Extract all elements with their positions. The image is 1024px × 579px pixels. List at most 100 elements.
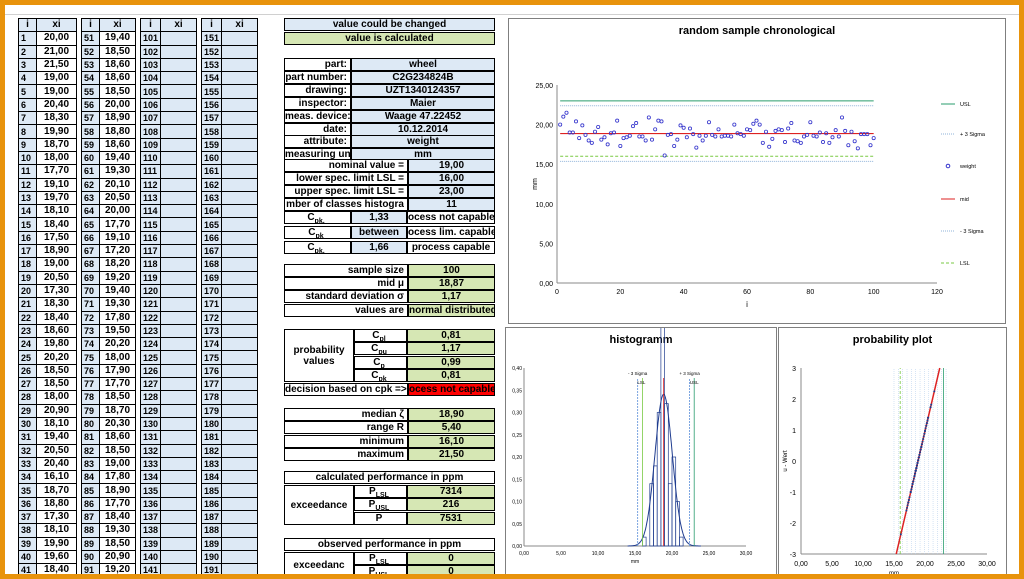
date-field-value[interactable]: 10.12.2014	[351, 122, 495, 136]
sample-value[interactable]: 19,10	[36, 177, 77, 192]
cpk-threshold-3-value[interactable]: 1,66	[351, 241, 407, 254]
sample-value[interactable]: 19,80	[36, 337, 77, 352]
sample-value[interactable]: 18,10	[36, 523, 77, 538]
sample-value[interactable]: 18,60	[99, 57, 136, 73]
sample-value[interactable]: 19,30	[99, 297, 136, 312]
sample-value[interactable]: 19,00	[99, 456, 136, 472]
sample-value[interactable]: 18,30	[36, 297, 77, 312]
upper-spec-limit-value[interactable]: 23,00	[408, 184, 495, 198]
sample-value[interactable]: 17,70	[36, 164, 77, 179]
sample-value[interactable]: 20,40	[36, 97, 77, 113]
sample-value[interactable]: 20,50	[36, 270, 77, 285]
sample-value[interactable]: 17,70	[99, 217, 136, 232]
sample-value[interactable]: 18,90	[99, 483, 136, 498]
sample-value[interactable]: 19,40	[99, 31, 136, 46]
sample-value[interactable]: 20,90	[99, 549, 136, 565]
sample-value[interactable]: 20,10	[99, 177, 136, 192]
inspector-field-value[interactable]: Maier	[351, 96, 495, 110]
sample-value[interactable]: 20,00	[99, 97, 136, 113]
sample-value[interactable]: 16,10	[36, 470, 77, 485]
sample-value[interactable]: 20,90	[36, 403, 77, 418]
sample-value[interactable]: 18,40	[99, 509, 136, 525]
sample-value[interactable]: 17,70	[99, 496, 136, 511]
sample-value[interactable]: 20,00	[36, 31, 77, 46]
sample-value[interactable]: 17,70	[99, 377, 136, 392]
sample-value[interactable]: 18,90	[36, 244, 77, 259]
sample-value[interactable]: 18,60	[99, 137, 136, 152]
sample-value[interactable]: 18,70	[36, 137, 77, 152]
column-gap	[196, 404, 202, 418]
sample-value[interactable]: 18,50	[36, 377, 77, 392]
sample-value[interactable]: 20,20	[36, 350, 77, 365]
sample-value[interactable]: 17,30	[36, 509, 77, 525]
sample-value[interactable]: 18,60	[36, 323, 77, 339]
sample-value[interactable]: 19,00	[36, 71, 77, 86]
part-number-field-value[interactable]: C2G234824B	[351, 70, 495, 84]
sample-value[interactable]: 18,50	[99, 44, 136, 59]
sample-value[interactable]: 18,50	[99, 390, 136, 405]
sample-value[interactable]: 18,50	[99, 84, 136, 99]
sample-value[interactable]: 20,20	[99, 337, 136, 352]
sample-value[interactable]: 18,80	[99, 124, 136, 139]
sample-value[interactable]: 19,40	[99, 150, 136, 166]
number-of-classes-value[interactable]: 11	[408, 197, 495, 211]
sample-value[interactable]: 18,60	[99, 71, 136, 86]
sample-value[interactable]: 19,90	[36, 124, 77, 139]
attribute-field-value[interactable]: weight	[351, 135, 495, 149]
sample-value[interactable]: 18,10	[36, 416, 77, 432]
sample-value[interactable]: 19,90	[36, 536, 77, 551]
sample-value[interactable]: 18,60	[99, 430, 136, 445]
sample-value[interactable]: 18,00	[36, 390, 77, 405]
sample-value[interactable]: 18,40	[36, 310, 77, 325]
sample-value[interactable]: 21,00	[36, 44, 77, 59]
sample-value[interactable]: 18,70	[36, 483, 77, 498]
cpk-threshold-2-value[interactable]: between	[351, 226, 407, 239]
sample-value[interactable]: 18,50	[36, 363, 77, 379]
sample-value[interactable]: 19,30	[99, 164, 136, 179]
sample-value[interactable]: 20,40	[36, 456, 77, 472]
drawing-field-value[interactable]: UZT1340124357	[351, 83, 495, 97]
sample-value[interactable]: 18,50	[99, 443, 136, 458]
sample-value[interactable]: 18,40	[36, 563, 77, 574]
lower-spec-limit-value[interactable]: 16,00	[408, 171, 495, 185]
sample-value[interactable]: 19,00	[36, 257, 77, 272]
sample-value[interactable]: 19,20	[99, 563, 136, 574]
sample-value[interactable]: 18,00	[99, 350, 136, 365]
sample-value[interactable]: 19,20	[99, 270, 136, 285]
sample-value[interactable]: 19,50	[99, 323, 136, 339]
sample-value[interactable]: 18,70	[99, 403, 136, 418]
sample-value[interactable]: 20,50	[99, 190, 136, 206]
sample-value[interactable]: 18,10	[36, 204, 77, 219]
sample-value[interactable]: 18,40	[36, 217, 77, 232]
sample-value[interactable]: 19,40	[99, 283, 136, 299]
sample-value[interactable]: 18,90	[99, 111, 136, 126]
sample-value[interactable]: 20,00	[99, 204, 136, 219]
sample-value[interactable]: 19,40	[36, 430, 77, 445]
sample-value[interactable]: 17,80	[99, 470, 136, 485]
sample-value[interactable]: 18,30	[36, 111, 77, 126]
sample-value[interactable]: 17,50	[36, 230, 77, 246]
sample-value[interactable]: 19,30	[99, 523, 136, 538]
cpk-threshold-1-value[interactable]: 1,33	[351, 211, 407, 224]
sample-value[interactable]: 20,30	[99, 416, 136, 432]
sample-value[interactable]: 19,60	[36, 549, 77, 565]
maximum-value: 21,50	[408, 447, 495, 461]
part-field-value[interactable]: wheel	[351, 58, 495, 71]
sample-value[interactable]: 18,50	[99, 536, 136, 551]
data-point	[906, 504, 909, 507]
sample-value[interactable]: 18,20	[99, 257, 136, 272]
sample-value[interactable]: 18,80	[36, 496, 77, 511]
observed-p-usl-value: 0	[407, 565, 495, 574]
device-field-value[interactable]: Waage 47.22452	[351, 109, 495, 123]
nominal-value-value[interactable]: 19,00	[408, 159, 495, 172]
sample-value[interactable]: 17,20	[99, 244, 136, 259]
sample-value[interactable]: 17,90	[99, 363, 136, 379]
sample-value[interactable]: 17,80	[99, 310, 136, 325]
sample-value[interactable]: 19,70	[36, 190, 77, 206]
sample-value[interactable]: 19,10	[99, 230, 136, 246]
sample-value[interactable]: 19,00	[36, 84, 77, 99]
sample-value[interactable]: 17,30	[36, 283, 77, 299]
sample-value[interactable]: 21,50	[36, 57, 77, 73]
sample-value[interactable]: 18,00	[36, 150, 77, 166]
sample-value[interactable]: 20,50	[36, 443, 77, 458]
